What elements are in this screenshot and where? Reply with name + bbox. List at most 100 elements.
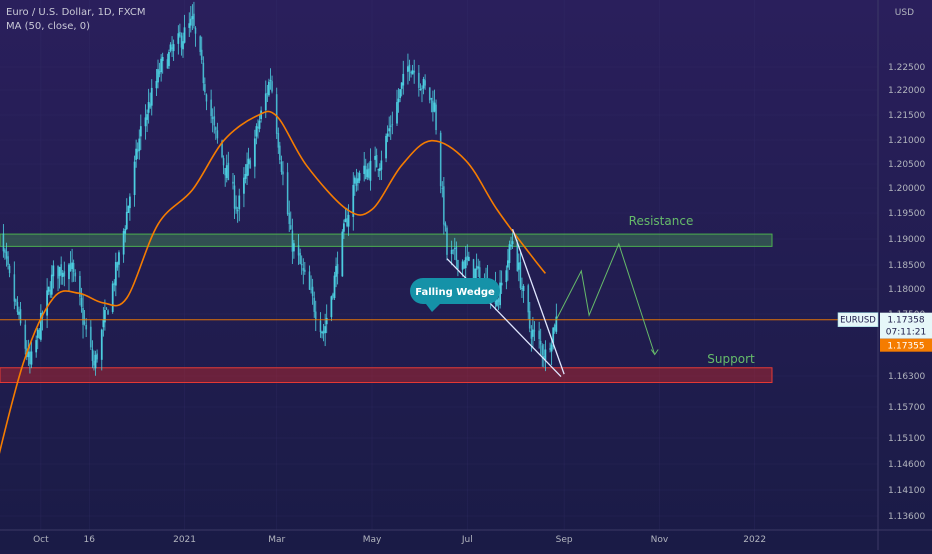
candle-body	[333, 275, 336, 299]
x-tick-label: 2021	[173, 535, 196, 545]
candle-body	[308, 271, 311, 290]
candle-body	[243, 177, 245, 194]
indicator-title[interactable]: MA (50, close, 0)	[6, 21, 91, 32]
candle-body	[177, 33, 180, 44]
candle-body	[544, 349, 547, 360]
candle-body	[455, 246, 458, 261]
candle-body	[183, 27, 186, 43]
candle-body	[46, 290, 49, 316]
candle-body	[111, 283, 114, 312]
candle-body	[352, 184, 355, 217]
candle-body	[433, 102, 436, 112]
candle-body	[377, 169, 380, 171]
candle-body	[122, 231, 125, 255]
candle-body	[313, 297, 316, 312]
candle-body	[27, 351, 30, 358]
candle-body	[260, 110, 263, 120]
candle-body	[511, 241, 514, 245]
y-tick-label: 1.20000	[888, 184, 925, 194]
candle-body	[96, 353, 98, 360]
candle-body	[253, 138, 256, 167]
candle-body	[93, 360, 95, 366]
candle-body	[539, 340, 542, 345]
candle-body	[36, 329, 39, 338]
candle-body	[336, 264, 339, 274]
candle-body	[446, 227, 448, 255]
y-tick-label: 1.15100	[888, 434, 925, 444]
candle-body	[432, 100, 434, 113]
candle-body	[555, 316, 558, 332]
candle-body	[353, 177, 356, 184]
candle-body	[472, 259, 475, 280]
candle-body	[367, 168, 370, 178]
candle-body	[247, 158, 250, 165]
candle-body	[478, 267, 481, 287]
candle-body	[199, 36, 202, 52]
moving-average	[0, 110, 547, 454]
candle-body	[369, 160, 372, 181]
candle-body	[280, 161, 283, 172]
candle-body	[282, 171, 284, 175]
candle-body	[125, 211, 128, 230]
candle-body	[299, 252, 302, 264]
candle-body	[264, 93, 267, 111]
candle-body	[341, 231, 344, 277]
candle-body	[214, 127, 217, 130]
candle-body	[210, 99, 213, 117]
candle-body	[60, 264, 63, 276]
candle-body	[205, 94, 208, 102]
candle-body	[193, 13, 195, 26]
candle-body	[85, 324, 88, 330]
candle-body	[29, 351, 31, 364]
candle-body	[293, 243, 295, 252]
chart-legend: Euro / U.S. Dollar, 1D, FXCM MA (50, clo…	[6, 6, 145, 34]
candle-body	[464, 257, 467, 269]
y-tick-label: 1.16300	[888, 372, 925, 382]
candle-body	[533, 330, 536, 332]
candle-body	[347, 214, 350, 227]
candle-body	[269, 80, 272, 82]
candles	[2, 1, 558, 376]
candle-body	[419, 88, 422, 91]
candle-body	[114, 261, 117, 286]
candle-body	[516, 243, 519, 272]
drawings: Falling Wedge	[0, 228, 878, 378]
candle-body	[127, 205, 130, 213]
candle-body	[463, 261, 466, 269]
candle-body	[136, 149, 139, 153]
candle-body	[366, 169, 369, 178]
candle-body	[233, 185, 236, 209]
candle-body	[289, 225, 292, 230]
candle-body	[363, 165, 366, 174]
candle-body	[344, 218, 347, 223]
candle-body	[386, 133, 389, 137]
candle-body	[391, 124, 394, 126]
candle-body	[202, 62, 205, 84]
candle-body	[71, 262, 73, 270]
candle-body	[133, 161, 136, 196]
support-zone	[0, 367, 773, 383]
secondary-tag-box	[880, 338, 932, 352]
candle-body	[168, 51, 170, 67]
y-tick-label: 1.21500	[888, 111, 925, 121]
candle-body	[169, 44, 172, 51]
candle-body	[441, 188, 444, 190]
candle-body	[408, 64, 411, 72]
candle-body	[118, 252, 120, 265]
candle-body	[291, 230, 294, 252]
candle-body	[116, 262, 119, 268]
candle-body	[475, 265, 478, 270]
candle-body	[522, 285, 525, 291]
candle-body	[402, 73, 405, 86]
y-tick-label: 1.14100	[888, 486, 925, 496]
candle-body	[385, 135, 387, 159]
candle-body	[346, 218, 348, 227]
candle-body	[542, 355, 545, 358]
symbol-title[interactable]: Euro / U.S. Dollar, 1D, FXCM	[6, 7, 146, 18]
candle-body	[517, 262, 520, 270]
x-tick-label: Oct	[33, 535, 49, 545]
candle-body	[216, 130, 219, 139]
candle-body	[439, 132, 442, 187]
candle-body	[100, 329, 103, 360]
